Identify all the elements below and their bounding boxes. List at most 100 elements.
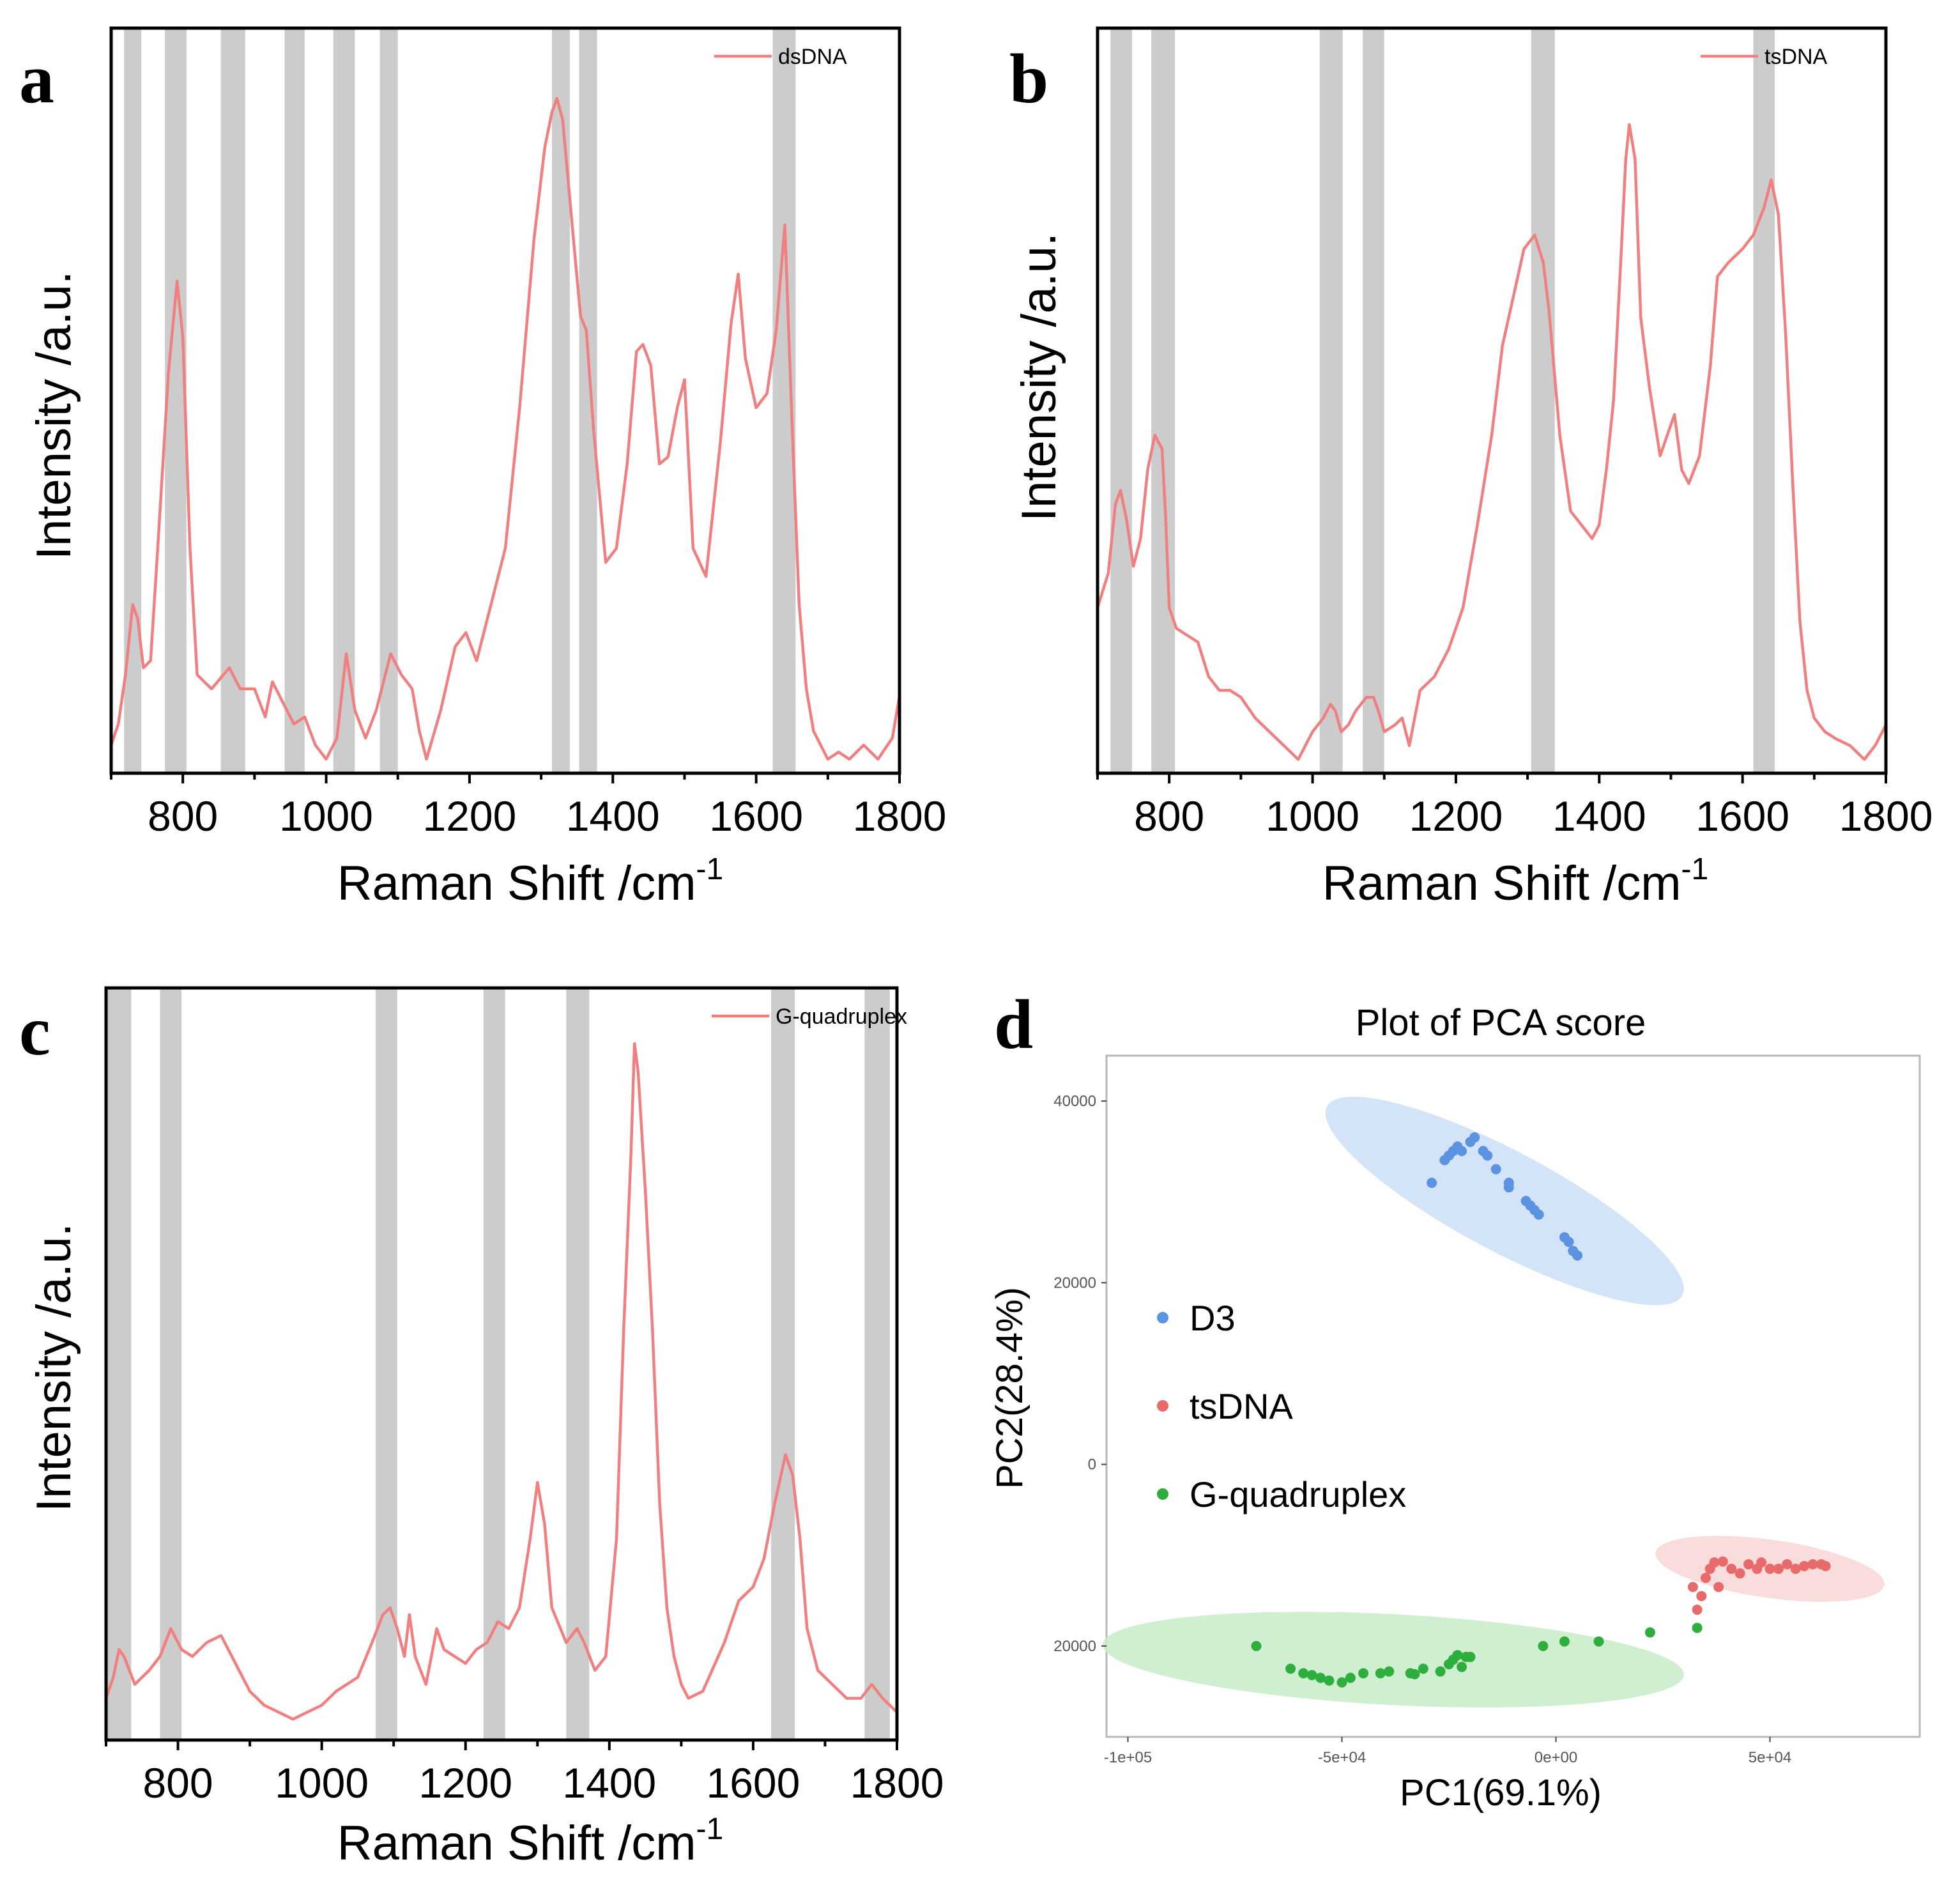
score-point-G-quadruplex: [1285, 1663, 1296, 1674]
legend-label: G-quadruplex: [776, 1005, 907, 1029]
score-point-G-quadruplex: [1418, 1663, 1428, 1674]
score-point-D3: [1563, 1237, 1574, 1247]
legend-label: G-quadruplex: [1190, 1474, 1406, 1514]
score-point-G-quadruplex: [1384, 1666, 1395, 1677]
score-point-G-quadruplex: [1315, 1672, 1326, 1683]
score-point-G-quadruplex: [1345, 1672, 1356, 1683]
score-point-G-quadruplex: [1251, 1640, 1262, 1651]
x-tick-label: 1800: [1839, 792, 1933, 840]
x-tick-label: 1400: [1552, 792, 1646, 840]
highlight-band: [1363, 28, 1384, 773]
panel-label: d: [994, 985, 1033, 1063]
highlight-band: [165, 28, 187, 773]
x-axis-label: Raman Shift /cm-1: [337, 1812, 723, 1870]
score-point-tsDNA: [1743, 1559, 1754, 1569]
y-tick-label: 20000: [1053, 1638, 1096, 1655]
legend-marker-D3: [1157, 1312, 1168, 1323]
legend-label: tsDNA: [1190, 1386, 1293, 1426]
score-point-tsDNA: [1713, 1582, 1724, 1592]
x-tick-label: 1400: [562, 1759, 656, 1807]
plot-frame: [109, 26, 901, 775]
x-tick-label: 1200: [418, 1759, 512, 1807]
legend-marker-tsDNA: [1157, 1400, 1168, 1412]
y-axis-label: PC2(28.4%): [989, 1287, 1030, 1489]
highlight-band: [284, 28, 305, 773]
x-tick-label: 800: [142, 1759, 213, 1807]
confidence-ellipse-D3: [1325, 1097, 1684, 1306]
score-point-D3: [1457, 1146, 1467, 1157]
panel-b-raman-tsdna: b Intensity /a.u. Raman Shift /cm-1 tsDN…: [1009, 26, 1933, 911]
score-point-G-quadruplex: [1409, 1668, 1420, 1679]
x-tick-label: 1200: [1409, 792, 1503, 840]
score-point-G-quadruplex: [1559, 1636, 1570, 1647]
x-tick-label: 1200: [422, 792, 516, 840]
score-point-G-quadruplex: [1644, 1627, 1655, 1638]
score-point-G-quadruplex: [1538, 1640, 1549, 1651]
score-point-G-quadruplex: [1375, 1668, 1386, 1679]
score-point-tsDNA: [1734, 1568, 1745, 1579]
legend-label: tsDNA: [1765, 45, 1828, 69]
legend-marker-G-quadruplex: [1157, 1488, 1168, 1500]
highlight-band: [333, 28, 355, 773]
highlight-band: [1151, 28, 1175, 773]
confidence-ellipse-G-quadruplex: [1102, 1612, 1684, 1708]
spectrum-line-dsDNA: [109, 96, 901, 761]
score-point-G-quadruplex: [1298, 1668, 1309, 1679]
x-axis-label: Raman Shift /cm-1: [337, 852, 723, 911]
score-point-D3: [1503, 1182, 1514, 1193]
score-point-tsDNA: [1820, 1560, 1831, 1571]
score-point-tsDNA: [1782, 1559, 1793, 1569]
x-tick-label: 1600: [706, 1759, 800, 1807]
panel-d-pca-score: d Plot of PCA score PC2(28.4%) PC1(69.1%…: [989, 985, 1921, 1814]
highlight-band: [106, 988, 132, 1740]
highlight-band: [551, 28, 570, 773]
x-tick-label: 800: [148, 792, 218, 840]
x-tick-label: 0e+00: [1535, 1749, 1577, 1766]
highlight-band: [566, 988, 590, 1740]
score-point-tsDNA: [1709, 1557, 1720, 1568]
score-point-G-quadruplex: [1324, 1675, 1335, 1686]
x-tick-label: 1600: [1696, 792, 1789, 840]
score-point-D3: [1490, 1164, 1501, 1175]
x-tick-label: 1800: [850, 1759, 944, 1807]
y-tick-label: 20000: [1053, 1274, 1096, 1291]
score-point-D3: [1572, 1250, 1582, 1261]
score-point-G-quadruplex: [1465, 1651, 1476, 1662]
score-point-D3: [1427, 1177, 1437, 1188]
plot-frame: [1096, 26, 1888, 775]
score-point-tsDNA: [1692, 1605, 1703, 1615]
x-tick-label: 1000: [279, 792, 373, 840]
y-tick-label: 0: [1088, 1456, 1096, 1474]
y-axis-label: Intensity /a.u.: [27, 271, 81, 560]
score-point-tsDNA: [1765, 1564, 1775, 1575]
x-tick-label: 1000: [1266, 792, 1359, 840]
legend-label: D3: [1190, 1298, 1236, 1338]
y-tick-label: 40000: [1053, 1093, 1096, 1110]
chart-title: Plot of PCA score: [1356, 1002, 1646, 1044]
score-point-tsDNA: [1726, 1564, 1737, 1575]
panel-label: a: [19, 40, 54, 118]
x-axis-label: Raman Shift /cm-1: [1322, 852, 1708, 911]
highlight-band: [483, 988, 505, 1740]
highlight-band: [579, 28, 597, 773]
x-tick-label: 5e+04: [1749, 1749, 1791, 1766]
score-point-D3: [1533, 1209, 1544, 1220]
y-axis-label: Intensity /a.u.: [27, 1223, 81, 1512]
highlight-band: [1319, 28, 1343, 773]
x-tick-label: 1800: [853, 792, 947, 840]
legend-label: dsDNA: [778, 45, 847, 69]
score-point-G-quadruplex: [1306, 1670, 1317, 1681]
score-point-tsDNA: [1790, 1564, 1801, 1575]
score-point-tsDNA: [1696, 1591, 1707, 1601]
score-point-tsDNA: [1756, 1557, 1767, 1568]
score-point-tsDNA: [1799, 1560, 1810, 1571]
panel-label: b: [1009, 40, 1048, 118]
highlight-band: [160, 988, 182, 1740]
panel-c-raman-g-quadruplex: c Intensity /a.u. Raman Shift /cm-1 G-qu…: [19, 986, 944, 1870]
highlight-band: [379, 28, 398, 773]
score-point-tsDNA: [1701, 1573, 1711, 1583]
score-point-tsDNA: [1687, 1582, 1698, 1592]
highlight-band: [220, 28, 245, 773]
x-tick-label: -5e+04: [1318, 1749, 1366, 1766]
